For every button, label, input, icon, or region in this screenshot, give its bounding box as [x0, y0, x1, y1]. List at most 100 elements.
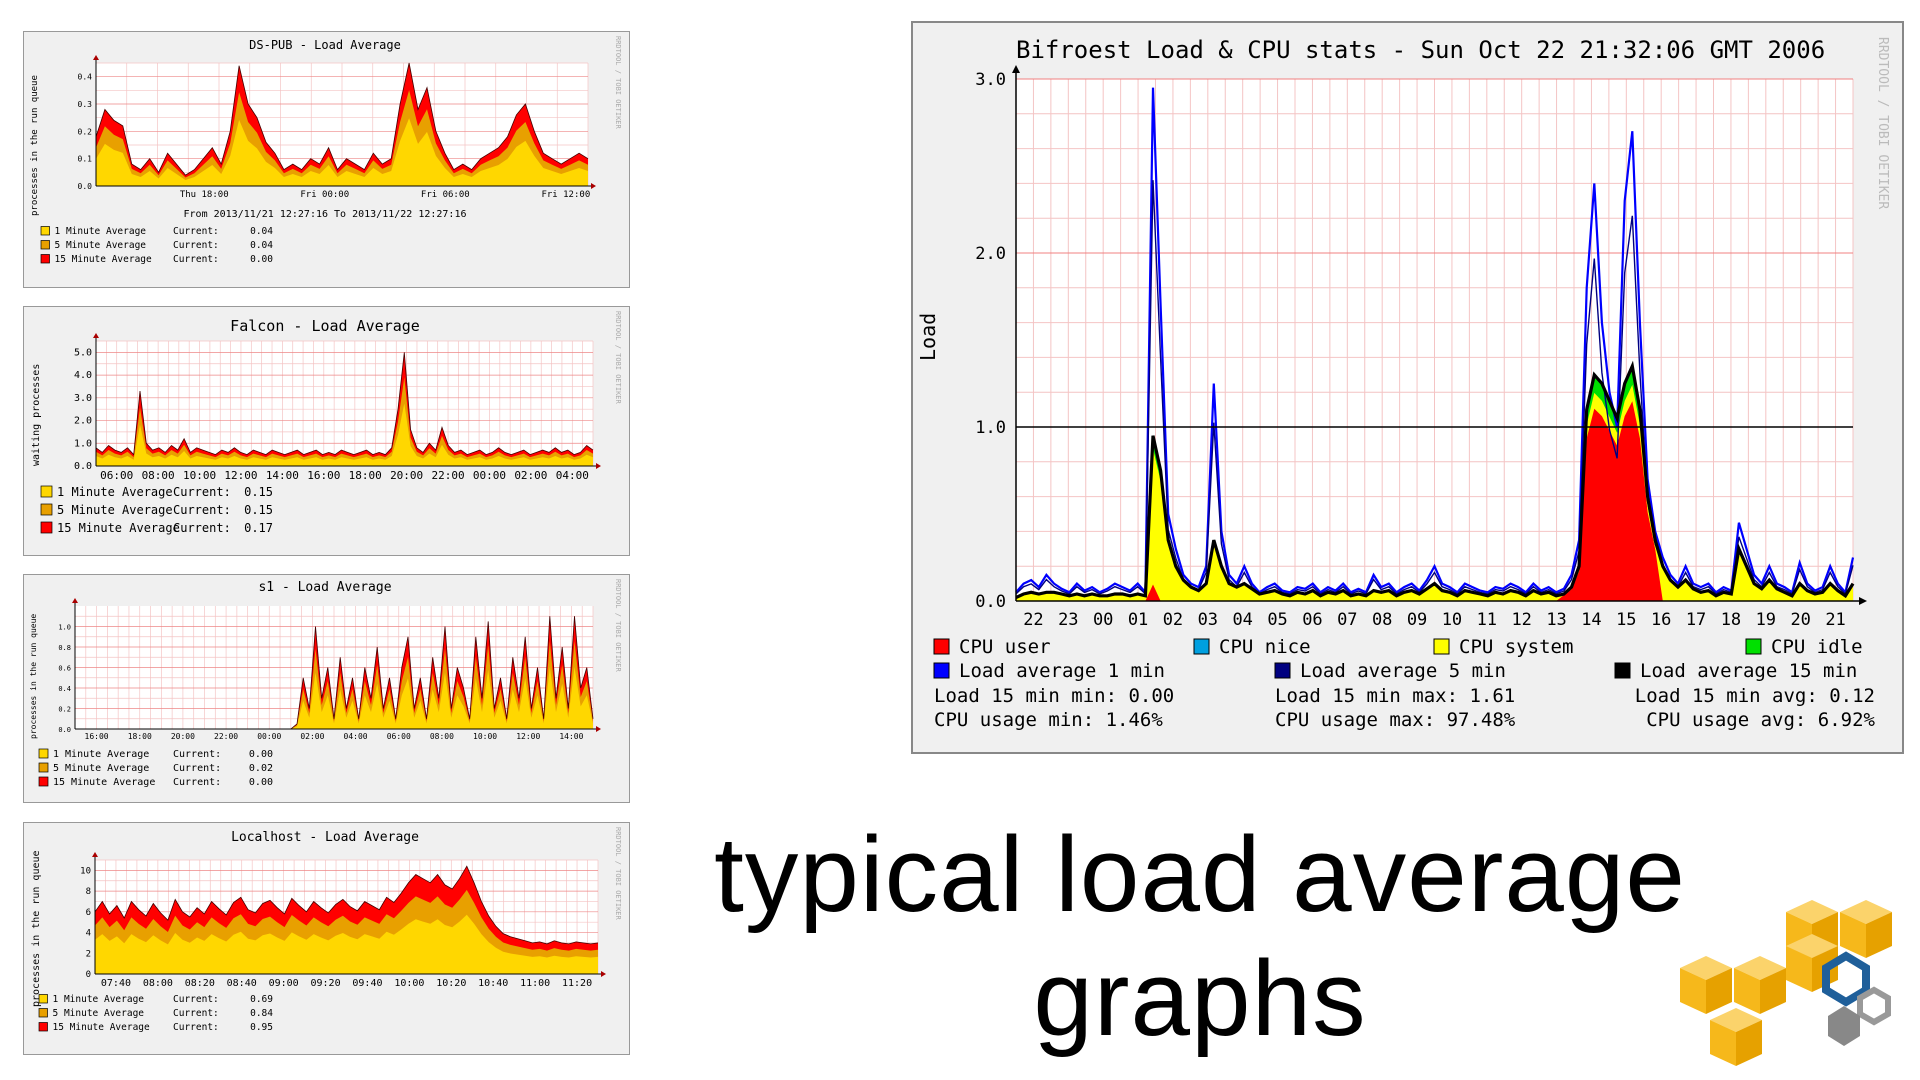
x-tick-label: 02 — [1163, 610, 1183, 630]
plot-area: 0.0 0.2 0.4 0.6 0.8 1.0 16:00 18:00 20:00 22:00 00… — [58, 598, 601, 741]
legend-current-label: Current: — [173, 994, 219, 1005]
x-tick-label: 00 — [1093, 610, 1113, 630]
y-tick-label: 0.6 — [58, 665, 71, 673]
y-tick-label: 0.0 — [74, 461, 92, 472]
legend-label: 15 Minute Average — [53, 777, 155, 788]
x-tick-label: 10:00 — [473, 732, 497, 741]
y-axis-label: waiting processes — [31, 364, 42, 466]
legend: 1 Minute Average Current: 0.69 5 Minute Ave… — [38, 994, 273, 1033]
x-tick-label: 05 — [1267, 610, 1287, 630]
stats-block: Load 15 min min: 0.00 Load 15 min max: 1.… — [934, 685, 1876, 731]
x-tick-label: 17 — [1686, 610, 1706, 630]
hexagon-icon — [1857, 986, 1891, 1026]
x-tick-label: 06:00 — [100, 469, 133, 482]
y-axis-arrow-icon — [1012, 65, 1020, 73]
legend-current-value: 0.00 — [249, 777, 273, 788]
legend-current-value: 0.17 — [244, 521, 273, 535]
chart-bifroest: Bifroest Load & CPU stats - Sun Oct 22 2… — [911, 21, 1904, 754]
chart-subtitle: From 2013/11/21 12:27:16 To 2013/11/22 1… — [184, 209, 467, 220]
x-tick-label: 02:00 — [514, 469, 547, 482]
x-tick-label: 09:20 — [310, 978, 340, 989]
legend-label: CPU user — [959, 636, 1051, 658]
x-tick-label: 11:00 — [520, 978, 550, 989]
legend-current-value: 0.04 — [250, 226, 273, 237]
series-area-1min — [75, 667, 593, 729]
watermark: RRDTOOL / TOBI OETIKER — [614, 311, 622, 405]
legend-label: 15 Minute Average — [57, 521, 180, 535]
legend-swatch — [1193, 638, 1210, 655]
series-line — [94, 865, 599, 945]
x-tick-label: 06:00 — [387, 732, 411, 741]
load-15min-line — [1015, 360, 1855, 599]
x-tick-label: 08:00 — [143, 978, 173, 989]
watermark: RRDTOOL / TOBI OETIKER — [1875, 37, 1890, 209]
x-tick-label: 00:00 — [257, 732, 281, 741]
legend-current-value: 0.69 — [250, 994, 273, 1005]
x-tick-label: 10 — [1442, 610, 1462, 630]
y-axis-arrow-icon — [93, 333, 99, 338]
x-tick-label: 20:00 — [171, 732, 195, 741]
watermark: RRDTOOL / TOBI OETIKER — [614, 827, 622, 921]
legend-current-value: 0.15 — [244, 503, 273, 517]
series-line — [95, 352, 594, 456]
legend-swatch — [40, 240, 50, 250]
legend-current-label: Current: — [173, 521, 231, 535]
x-tick-label: 16:00 — [85, 732, 109, 741]
x-tick-label: Fri 12:00 — [541, 190, 590, 200]
x-axis-arrow-icon — [601, 971, 606, 977]
legend-current-label: Current: — [173, 485, 231, 499]
legend-current-value: 0.95 — [250, 1022, 273, 1033]
x-axis-arrow-icon — [596, 463, 601, 469]
legend-swatch — [40, 485, 53, 498]
y-tick-label: 0.2 — [78, 127, 93, 136]
x-tick-label: 07:40 — [101, 978, 131, 989]
x-tick-label: 18 — [1721, 610, 1741, 630]
legend-label: 5 Minute Average — [55, 240, 147, 251]
x-tick-label: 11:20 — [562, 978, 592, 989]
legend-swatch — [1745, 638, 1762, 655]
chart-dspub: DS-PUB - Load Average RRDTOOL / TOBI OET… — [23, 31, 630, 288]
legend-current-label: Current: — [173, 1022, 219, 1033]
x-axis-arrow-icon — [1859, 597, 1867, 605]
watermark: RRDTOOL / TOBI OETIKER — [614, 36, 622, 130]
y-tick-label: 1.0 — [58, 624, 71, 632]
load-5min-line — [1015, 180, 1854, 596]
plot-area: 0.0 1.0 2.0 3.0 4.0 5.0 06:00 08:00 10:00 12:00 14… — [74, 333, 601, 482]
x-tick-label: Fri 06:00 — [421, 190, 470, 200]
x-tick-label: 10:00 — [183, 469, 216, 482]
legend-swatch — [40, 226, 50, 236]
legend-label: CPU system — [1459, 636, 1573, 658]
x-tick-label: 04:00 — [556, 469, 589, 482]
legend-swatch — [40, 254, 50, 264]
legend-swatch — [38, 1022, 48, 1032]
legend-current-label: Current: — [173, 1008, 219, 1019]
y-tick-label: 8 — [86, 887, 91, 897]
x-tick-label: 00:00 — [473, 469, 506, 482]
y-tick-label: 2.0 — [975, 244, 1006, 264]
x-tick-label: 12:00 — [224, 469, 257, 482]
x-tick-label: 02:00 — [300, 732, 324, 741]
x-tick-label: 01 — [1128, 610, 1148, 630]
stat-text: CPU usage min: 1.46% — [934, 709, 1163, 731]
plot-area: 0 2 4 6 8 10 07:40 08:00 08:20 08:40 09:00 09:20 09:… — [80, 852, 606, 989]
chart-title: Localhost - Load Average — [231, 830, 419, 845]
x-axis-arrow-icon — [596, 726, 601, 732]
legend-current-label: Current: — [173, 254, 219, 265]
x-tick-label: 08 — [1372, 610, 1392, 630]
legend-current-value: 0.00 — [249, 749, 273, 760]
legend-current-label: Current: — [173, 763, 221, 774]
legend-label: 5 Minute Average — [53, 1008, 145, 1019]
x-tick-label: 13 — [1546, 610, 1566, 630]
x-tick-label: 19 — [1756, 610, 1776, 630]
y-axis-label: processes in the run queue — [30, 75, 40, 216]
y-tick-label: 3.0 — [975, 70, 1006, 90]
legend-current-label: Current: — [173, 749, 221, 760]
chart-title: s1 - Load Average — [258, 580, 391, 595]
legend-swatch — [38, 994, 48, 1004]
y-axis-arrow-icon — [93, 55, 99, 60]
x-tick-label: 18:00 — [349, 469, 382, 482]
x-tick-label: 08:20 — [185, 978, 215, 989]
hexagon-icon — [1828, 1006, 1860, 1046]
x-tick-label: 15 — [1616, 610, 1636, 630]
